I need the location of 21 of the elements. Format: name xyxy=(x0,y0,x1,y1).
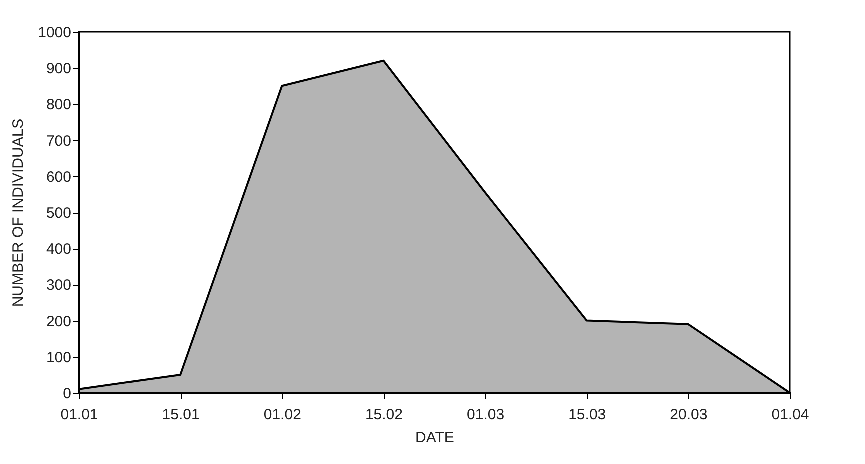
y-tick-label: 400 xyxy=(46,241,72,258)
x-tick-label: 15.01 xyxy=(162,406,200,424)
y-tick-label: 100 xyxy=(46,349,72,366)
x-tick-label: 01.04 xyxy=(772,406,810,424)
y-tick-label: 600 xyxy=(46,168,72,186)
y-tick-label: 0 xyxy=(63,386,72,402)
y-tick-label: 800 xyxy=(46,96,72,114)
y-tick-label: 500 xyxy=(46,205,72,222)
x-tick-label: 15.03 xyxy=(568,406,606,424)
y-tick-label: 1000 xyxy=(38,24,72,42)
x-tick-label: 20.03 xyxy=(670,406,708,424)
x-tick-label: 15.02 xyxy=(365,406,403,424)
y-axis-title: NUMBER OF INDIVIDUALS xyxy=(10,118,28,308)
x-tick-label: 01.02 xyxy=(264,406,302,424)
x-tick-label: 01.01 xyxy=(60,406,98,424)
y-tick-label: 700 xyxy=(46,132,72,150)
x-axis-title: DATE xyxy=(416,430,454,446)
y-tick-label: 200 xyxy=(46,313,72,330)
y-tick-label: 900 xyxy=(46,60,72,78)
y-tick-label: 300 xyxy=(46,277,72,294)
x-tick-label: 01.03 xyxy=(467,406,505,424)
